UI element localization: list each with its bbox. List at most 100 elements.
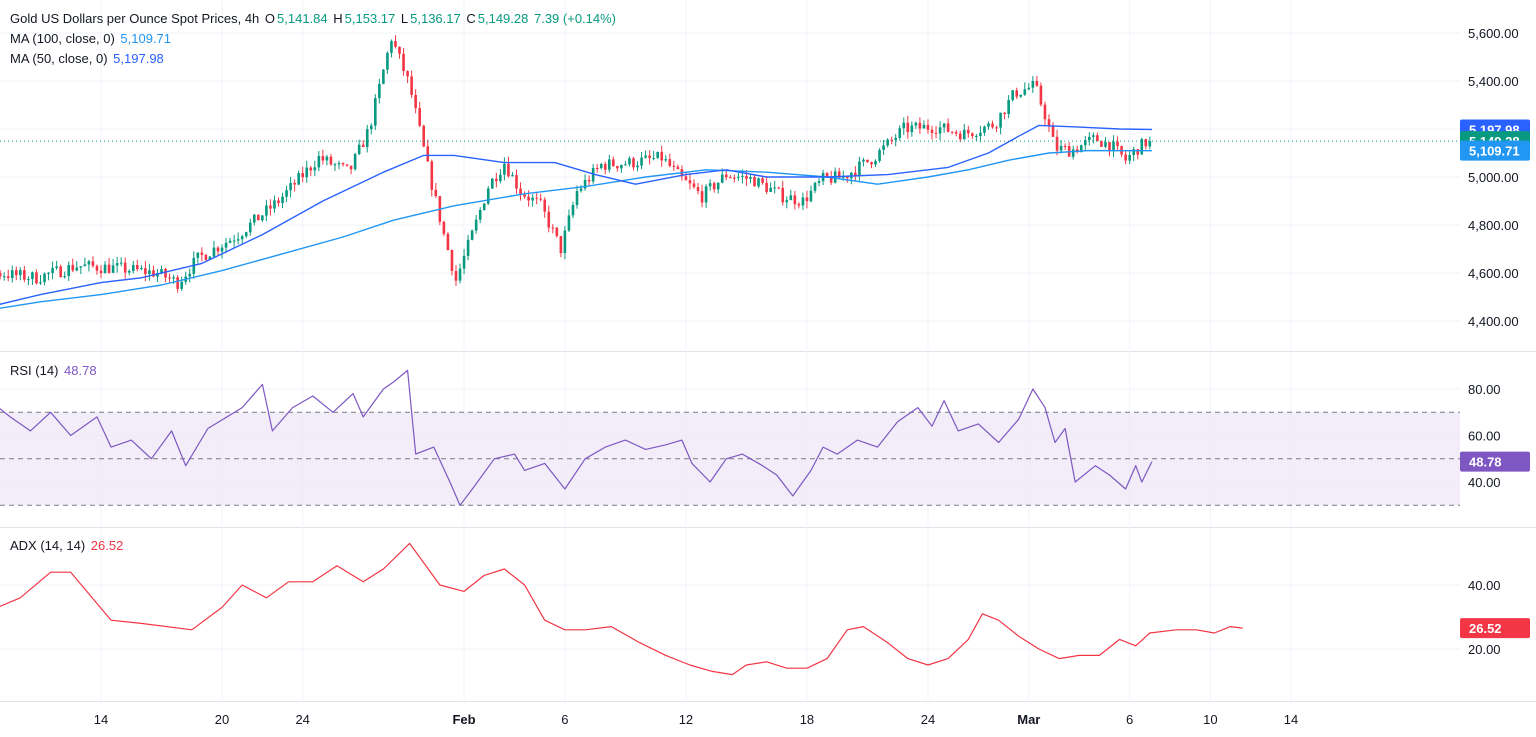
rsi-line (0, 369, 1153, 506)
y-tick-label: 5,400.00 (1468, 74, 1519, 89)
candle-body (676, 166, 680, 170)
candle-body (858, 161, 861, 176)
candle-body (180, 281, 183, 289)
candle-body (341, 163, 345, 165)
candle-body (99, 270, 103, 274)
low-value: 5,136.17 (410, 11, 461, 26)
candle-body (1136, 149, 1140, 155)
candle-body (220, 247, 224, 252)
candle-body (127, 270, 131, 273)
ma50-line (0, 124, 1152, 305)
candle-body (946, 123, 950, 132)
candle-body (910, 125, 914, 133)
candle-body (293, 182, 296, 185)
candle-body (511, 175, 514, 177)
candle-body (914, 122, 918, 126)
candle-body (67, 265, 71, 276)
x-tick-label: 10 (1203, 712, 1217, 727)
candle-body (212, 247, 216, 257)
candle-body (107, 264, 111, 273)
y-tick-label: 60.00 (1468, 429, 1501, 444)
x-tick-label: 6 (561, 712, 568, 727)
candle-body (595, 168, 599, 170)
candle-body (1071, 149, 1075, 157)
candle-body (59, 266, 62, 278)
x-tick-label: 12 (679, 712, 693, 727)
candle-body (866, 159, 869, 163)
candle-body (507, 163, 510, 177)
candle-body (757, 178, 760, 187)
candle-body (95, 265, 99, 271)
candle-body (402, 53, 405, 72)
adx-line (0, 542, 1243, 676)
candle-body (749, 177, 752, 179)
candle-body (922, 124, 926, 129)
candle-body (55, 266, 58, 268)
candle-body (466, 239, 470, 256)
candle-body (1007, 99, 1010, 115)
rsi-legend: RSI (14) 48.78 (10, 363, 99, 378)
candle-body (305, 167, 309, 178)
candle-body (575, 190, 579, 205)
candle-body (797, 204, 801, 206)
candle-body (14, 270, 18, 276)
candle-body (902, 122, 906, 129)
candle-body (785, 200, 789, 203)
candle-body (31, 272, 34, 280)
candle-body (478, 210, 482, 220)
ma100-label: MA (100, close, 0) (10, 31, 115, 46)
candle-body (708, 183, 712, 187)
candle-body (83, 264, 87, 267)
adx-pane[interactable] (0, 542, 1243, 676)
candle-body (337, 163, 341, 165)
candle-body (204, 254, 208, 260)
candle-body (870, 162, 873, 165)
candle-body (1140, 139, 1144, 155)
high-label: H (333, 11, 343, 26)
rsi-pane[interactable] (0, 369, 1153, 506)
candle-body (378, 83, 381, 99)
candle-body (2, 276, 6, 278)
candle-body (724, 174, 728, 178)
candle-body (660, 151, 664, 161)
candle-body (244, 232, 248, 237)
adx-label: ADX (14, 14) (10, 538, 86, 553)
adx-badge: 26.52 (1469, 621, 1502, 636)
candle-body (999, 112, 1002, 128)
price-pane[interactable] (0, 35, 1460, 327)
x-tick-label: 24 (921, 712, 935, 727)
candle-body (781, 187, 785, 203)
candle-body (75, 267, 79, 271)
adx-badge-bg (1460, 618, 1530, 639)
candle-body (535, 197, 538, 199)
candle-body (386, 52, 389, 70)
candle-body (1031, 81, 1035, 88)
y-tick-label: 4,800.00 (1468, 218, 1519, 233)
x-tick-label: 14 (1284, 712, 1298, 727)
candle-body (495, 178, 498, 182)
candle-body (224, 242, 228, 248)
candle-body (0, 272, 2, 277)
candle-body (555, 227, 559, 237)
grid (0, 0, 1536, 702)
candle-body (829, 176, 833, 183)
candle-body (442, 221, 446, 234)
candle-body (684, 176, 688, 181)
low-label: L (400, 11, 409, 26)
candle-body (123, 262, 127, 273)
candle-body (19, 270, 22, 276)
candle-body (333, 164, 337, 166)
candle-body (979, 132, 982, 136)
candle-body (607, 159, 611, 170)
ma100-badge: 5,109.71 (1469, 144, 1520, 159)
candle-body (761, 178, 764, 183)
y-tick-label: 5,600.00 (1468, 26, 1519, 41)
candle-body (664, 159, 668, 161)
ma100-badge-bg (1460, 140, 1530, 161)
candle-body (793, 195, 797, 205)
candle-body (696, 187, 700, 192)
candle-body (430, 161, 434, 190)
candle-body (410, 76, 413, 95)
candle-body (277, 200, 280, 204)
